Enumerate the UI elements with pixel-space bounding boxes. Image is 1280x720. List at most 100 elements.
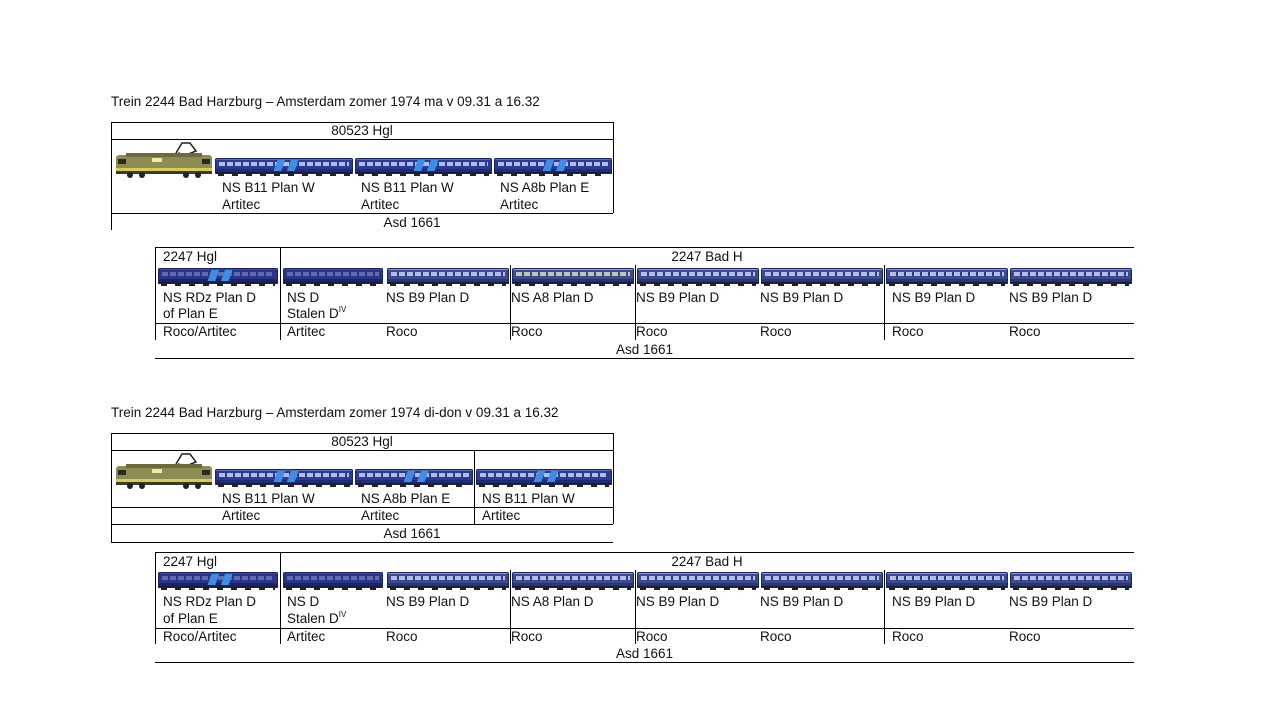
coach-type: NS B9 Plan D — [636, 594, 720, 609]
coach-maker: Artitec — [361, 197, 400, 212]
table-border-top — [111, 122, 613, 123]
coach-maker: Roco — [760, 324, 792, 339]
coach-type: NS B9 Plan D — [386, 594, 470, 609]
coach-icon — [158, 268, 278, 286]
coach-icon — [637, 268, 759, 286]
coach-maker: Roco/Artitec — [163, 629, 237, 644]
table-border — [111, 507, 613, 508]
coach-type-2: Stalen DIV — [287, 609, 347, 626]
coach-icon — [494, 158, 612, 176]
table-border-top — [155, 247, 1134, 248]
consist-header: 80523 Hgl — [331, 123, 393, 138]
coach-type: NS A8b Plan E — [500, 180, 590, 195]
coach-icon — [886, 572, 1008, 590]
consist-footer: Asd 1661 — [615, 342, 674, 357]
coach-type: NS RDz Plan D — [163, 594, 257, 609]
coach-type: NS B9 Plan D — [760, 290, 844, 305]
table-border-right — [613, 433, 614, 524]
table-border — [111, 524, 613, 525]
coach-maker: Artitec — [287, 324, 326, 339]
coach-icon — [355, 469, 473, 487]
table-border — [155, 628, 1134, 629]
table-divider — [474, 450, 475, 524]
table-divider — [280, 552, 281, 644]
table-border-left — [155, 247, 156, 340]
coach-maker: Roco — [386, 324, 418, 339]
table-divider — [510, 570, 511, 644]
table-border-left — [111, 433, 112, 542]
consist-footer: Asd 1661 — [615, 646, 674, 661]
coach-maker: Roco — [636, 629, 668, 644]
table-border — [111, 139, 613, 140]
consist-header-right: 2247 Bad H — [671, 554, 743, 569]
coach-maker: Roco — [511, 629, 543, 644]
coach-maker: Artitec — [222, 197, 261, 212]
coach-icon — [637, 572, 759, 590]
table-border-left — [155, 552, 156, 644]
coach-maker: Roco — [760, 629, 792, 644]
train-title: Trein 2244 Bad Harzburg – Amsterdam zome… — [111, 405, 559, 420]
electric-locomotive-icon — [116, 142, 212, 178]
table-border-bottom — [155, 662, 1134, 663]
coach-icon — [283, 572, 383, 590]
coach-type: NS B9 Plan D — [1009, 290, 1093, 305]
coach-icon — [1010, 268, 1132, 286]
coach-maker: Artitec — [482, 508, 521, 523]
table-border — [111, 213, 613, 214]
coach-icon — [886, 268, 1008, 286]
coach-type: NS B9 Plan D — [892, 594, 976, 609]
consist-header-right: 2247 Bad H — [671, 249, 743, 264]
coach-type-2: Stalen DIV — [287, 304, 347, 321]
coach-type: NS B9 Plan D — [892, 290, 976, 305]
table-border-bottom — [111, 542, 613, 543]
coach-type: NS B11 Plan W — [222, 491, 315, 506]
coach-maker: Roco/Artitec — [163, 324, 237, 339]
electric-locomotive-icon — [116, 453, 212, 489]
coach-type: NS D — [287, 594, 320, 609]
coach-type: NS B11 Plan W — [222, 180, 315, 195]
table-border — [111, 450, 613, 451]
table-divider — [884, 265, 885, 340]
coach-maker: Roco — [636, 324, 668, 339]
coach-type: NS D — [287, 290, 320, 305]
table-border-left — [111, 122, 112, 230]
coach-maker: Roco — [386, 629, 418, 644]
coach-maker: Roco — [1009, 629, 1041, 644]
coach-type: NS B11 Plan W — [361, 180, 454, 195]
coach-type: NS B11 Plan W — [482, 491, 575, 506]
coach-icon — [215, 469, 353, 487]
table-divider — [884, 570, 885, 644]
coach-icon — [761, 268, 883, 286]
consist-header-left: 2247 Hgl — [163, 249, 218, 264]
coach-maker: Artitec — [500, 197, 539, 212]
coach-type: NS A8b Plan E — [361, 491, 451, 506]
coach-type: NS A8 Plan D — [511, 594, 594, 609]
coach-icon — [355, 158, 492, 176]
coach-maker: Artitec — [287, 629, 326, 644]
coach-maker: Roco — [511, 324, 543, 339]
coach-maker: Roco — [892, 629, 924, 644]
consist-header: 80523 Hgl — [331, 434, 393, 449]
table-divider — [280, 247, 281, 340]
coach-icon — [1010, 572, 1132, 590]
coach-icon — [512, 572, 634, 590]
coach-type: NS B9 Plan D — [636, 290, 720, 305]
coach-icon — [283, 268, 383, 286]
coach-type: NS B9 Plan D — [760, 594, 844, 609]
consist-footer: Asd 1661 — [383, 215, 441, 230]
coach-maker: Roco — [892, 324, 924, 339]
table-border — [155, 323, 1134, 324]
train-title: Trein 2244 Bad Harzburg – Amsterdam zome… — [111, 94, 540, 109]
coach-type-2: of Plan E — [163, 611, 218, 626]
coach-maker: Roco — [1009, 324, 1041, 339]
coach-icon — [387, 572, 509, 590]
coach-icon — [476, 469, 612, 487]
coach-type-2: of Plan E — [163, 306, 218, 321]
table-border-top — [111, 433, 613, 434]
coach-maker: Artitec — [361, 508, 400, 523]
consist-header-left: 2247 Hgl — [163, 554, 218, 569]
table-divider — [635, 570, 636, 644]
coach-type: NS A8 Plan D — [511, 290, 594, 305]
table-divider — [635, 265, 636, 340]
table-border-top — [155, 552, 1134, 553]
